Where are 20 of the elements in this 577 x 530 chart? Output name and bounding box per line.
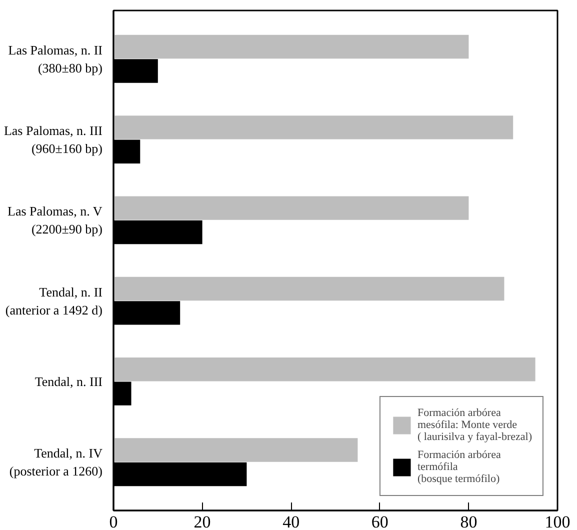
- legend-label: Formación arbórea termófila (bosque termófilo): [417, 449, 501, 485]
- x-tick-label: 40: [282, 512, 300, 530]
- bar: [114, 116, 514, 140]
- y-tick-label: Tendal, n. III: [34, 374, 103, 389]
- bar: [114, 358, 536, 382]
- x-tick-label: 80: [460, 512, 478, 530]
- y-tick-label: Tendal, n. II (anterior a 1492 d): [5, 284, 103, 318]
- bar: [114, 438, 358, 462]
- y-tick-label: Las Palomas, n. III (960±160 bp): [4, 123, 103, 156]
- x-tick-label: 60: [371, 512, 388, 530]
- bar: [114, 196, 469, 220]
- y-tick-label: Las Palomas, n. V (2200±90 bp): [8, 204, 103, 237]
- bar: [114, 276, 504, 301]
- y-tick-label: Las Palomas, n. II (380±80 bp): [8, 42, 103, 76]
- x-tick-label: 100: [544, 512, 570, 530]
- x-tick-label: 20: [194, 512, 211, 530]
- legend-label: Formación arbórea mesófila: Monte verde ( laurisilva y fayal-brezal): [417, 407, 532, 443]
- x-tick-label: 0: [109, 512, 118, 530]
- y-tick-label: Tendal, n. IV (posterior a 1260): [9, 446, 104, 479]
- bar: [114, 34, 469, 59]
